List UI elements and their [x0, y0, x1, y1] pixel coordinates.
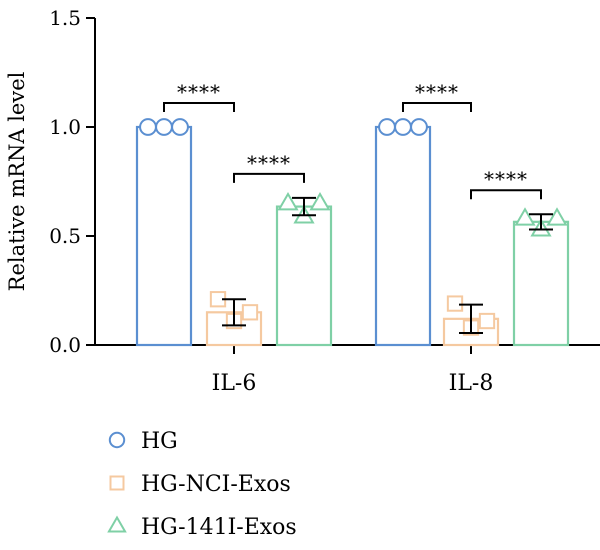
data-point — [277, 191, 299, 211]
significance-label: **** — [247, 151, 291, 175]
data-point — [139, 118, 157, 136]
legend-label: HG — [141, 429, 178, 454]
bar — [512, 220, 570, 347]
bar — [374, 125, 432, 347]
significance-bracket — [233, 172, 305, 183]
y-tick-label: 1.0 — [49, 115, 81, 139]
significance-label: **** — [177, 80, 221, 104]
data-point — [378, 118, 396, 136]
data-point — [155, 118, 173, 136]
y-axis-title: Relative mRNA level — [5, 71, 29, 291]
legend-marker — [107, 515, 127, 533]
data-point — [478, 312, 496, 330]
x-tick-label: IL-8 — [449, 371, 494, 396]
significance-label: **** — [484, 167, 528, 191]
legend-label: HG-141I-Exos — [141, 515, 297, 540]
data-point — [410, 118, 428, 136]
legend-marker — [109, 475, 125, 491]
legend-marker — [108, 431, 126, 449]
y-tick-label: 0.5 — [49, 224, 81, 248]
legend-label: HG-NCI-Exos — [141, 472, 291, 497]
data-point — [546, 207, 568, 226]
bar — [135, 125, 193, 347]
data-point — [394, 118, 412, 136]
bar — [275, 205, 333, 347]
data-point — [171, 118, 189, 136]
y-tick-label: 1.5 — [49, 6, 81, 30]
data-point — [309, 191, 331, 211]
x-tick-label: IL-6 — [212, 371, 257, 396]
data-point — [514, 207, 536, 226]
significance-label: **** — [415, 80, 459, 104]
y-tick-label: 0.0 — [49, 333, 81, 357]
significance-bracket — [163, 102, 235, 112]
data-point — [446, 295, 464, 312]
data-point — [241, 304, 259, 321]
significance-bracket — [402, 102, 472, 112]
significance-bracket — [470, 189, 542, 200]
